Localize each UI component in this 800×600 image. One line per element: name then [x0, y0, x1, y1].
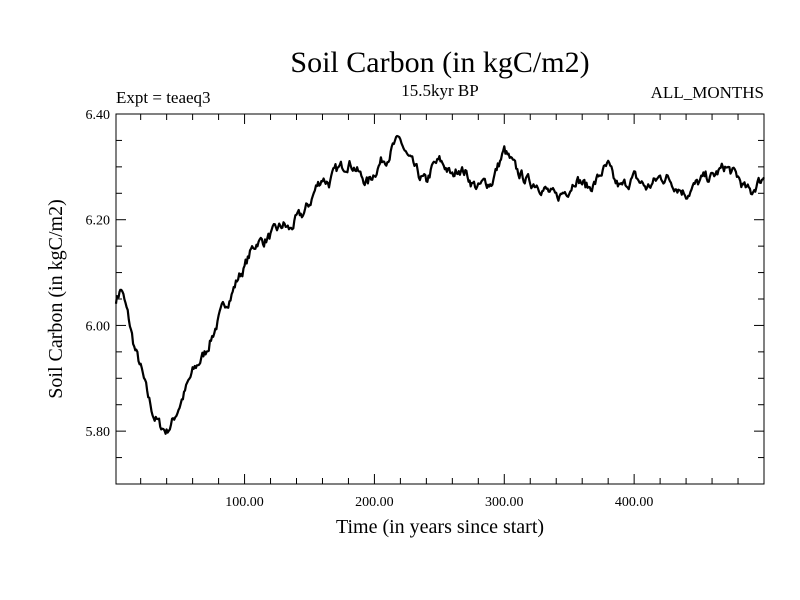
x-tick-label: 400.00 [615, 495, 654, 510]
x-tick-label: 200.00 [355, 495, 394, 510]
x-tick-label: 100.00 [225, 495, 264, 510]
y-tick-label: 6.40 [86, 108, 111, 123]
months-label: ALL_MONTHS [651, 83, 764, 102]
plot-frame [115, 113, 765, 485]
chart-title: Soil Carbon (in kgC/m2) [290, 46, 589, 79]
experiment-label: Expt = teaeq3 [116, 88, 211, 107]
axis-ticks [116, 113, 764, 485]
y-tick-label: 6.00 [86, 319, 111, 334]
y-tick-label: 5.80 [86, 425, 111, 440]
y-axis-label: Soil Carbon (in kgC/m2) [45, 199, 67, 398]
x-tick-label: 300.00 [485, 495, 524, 510]
y-tick-labels: 5.80 6.00 6.20 6.40 [86, 108, 111, 440]
y-tick-label: 6.20 [86, 214, 111, 229]
x-tick-labels: 100.00 200.00 300.00 400.00 [225, 495, 653, 510]
period-label: 15.5kyr BP [401, 81, 478, 100]
series-line-soil-carbon [114, 134, 765, 435]
x-axis-label: Time (in years since start) [336, 516, 544, 538]
